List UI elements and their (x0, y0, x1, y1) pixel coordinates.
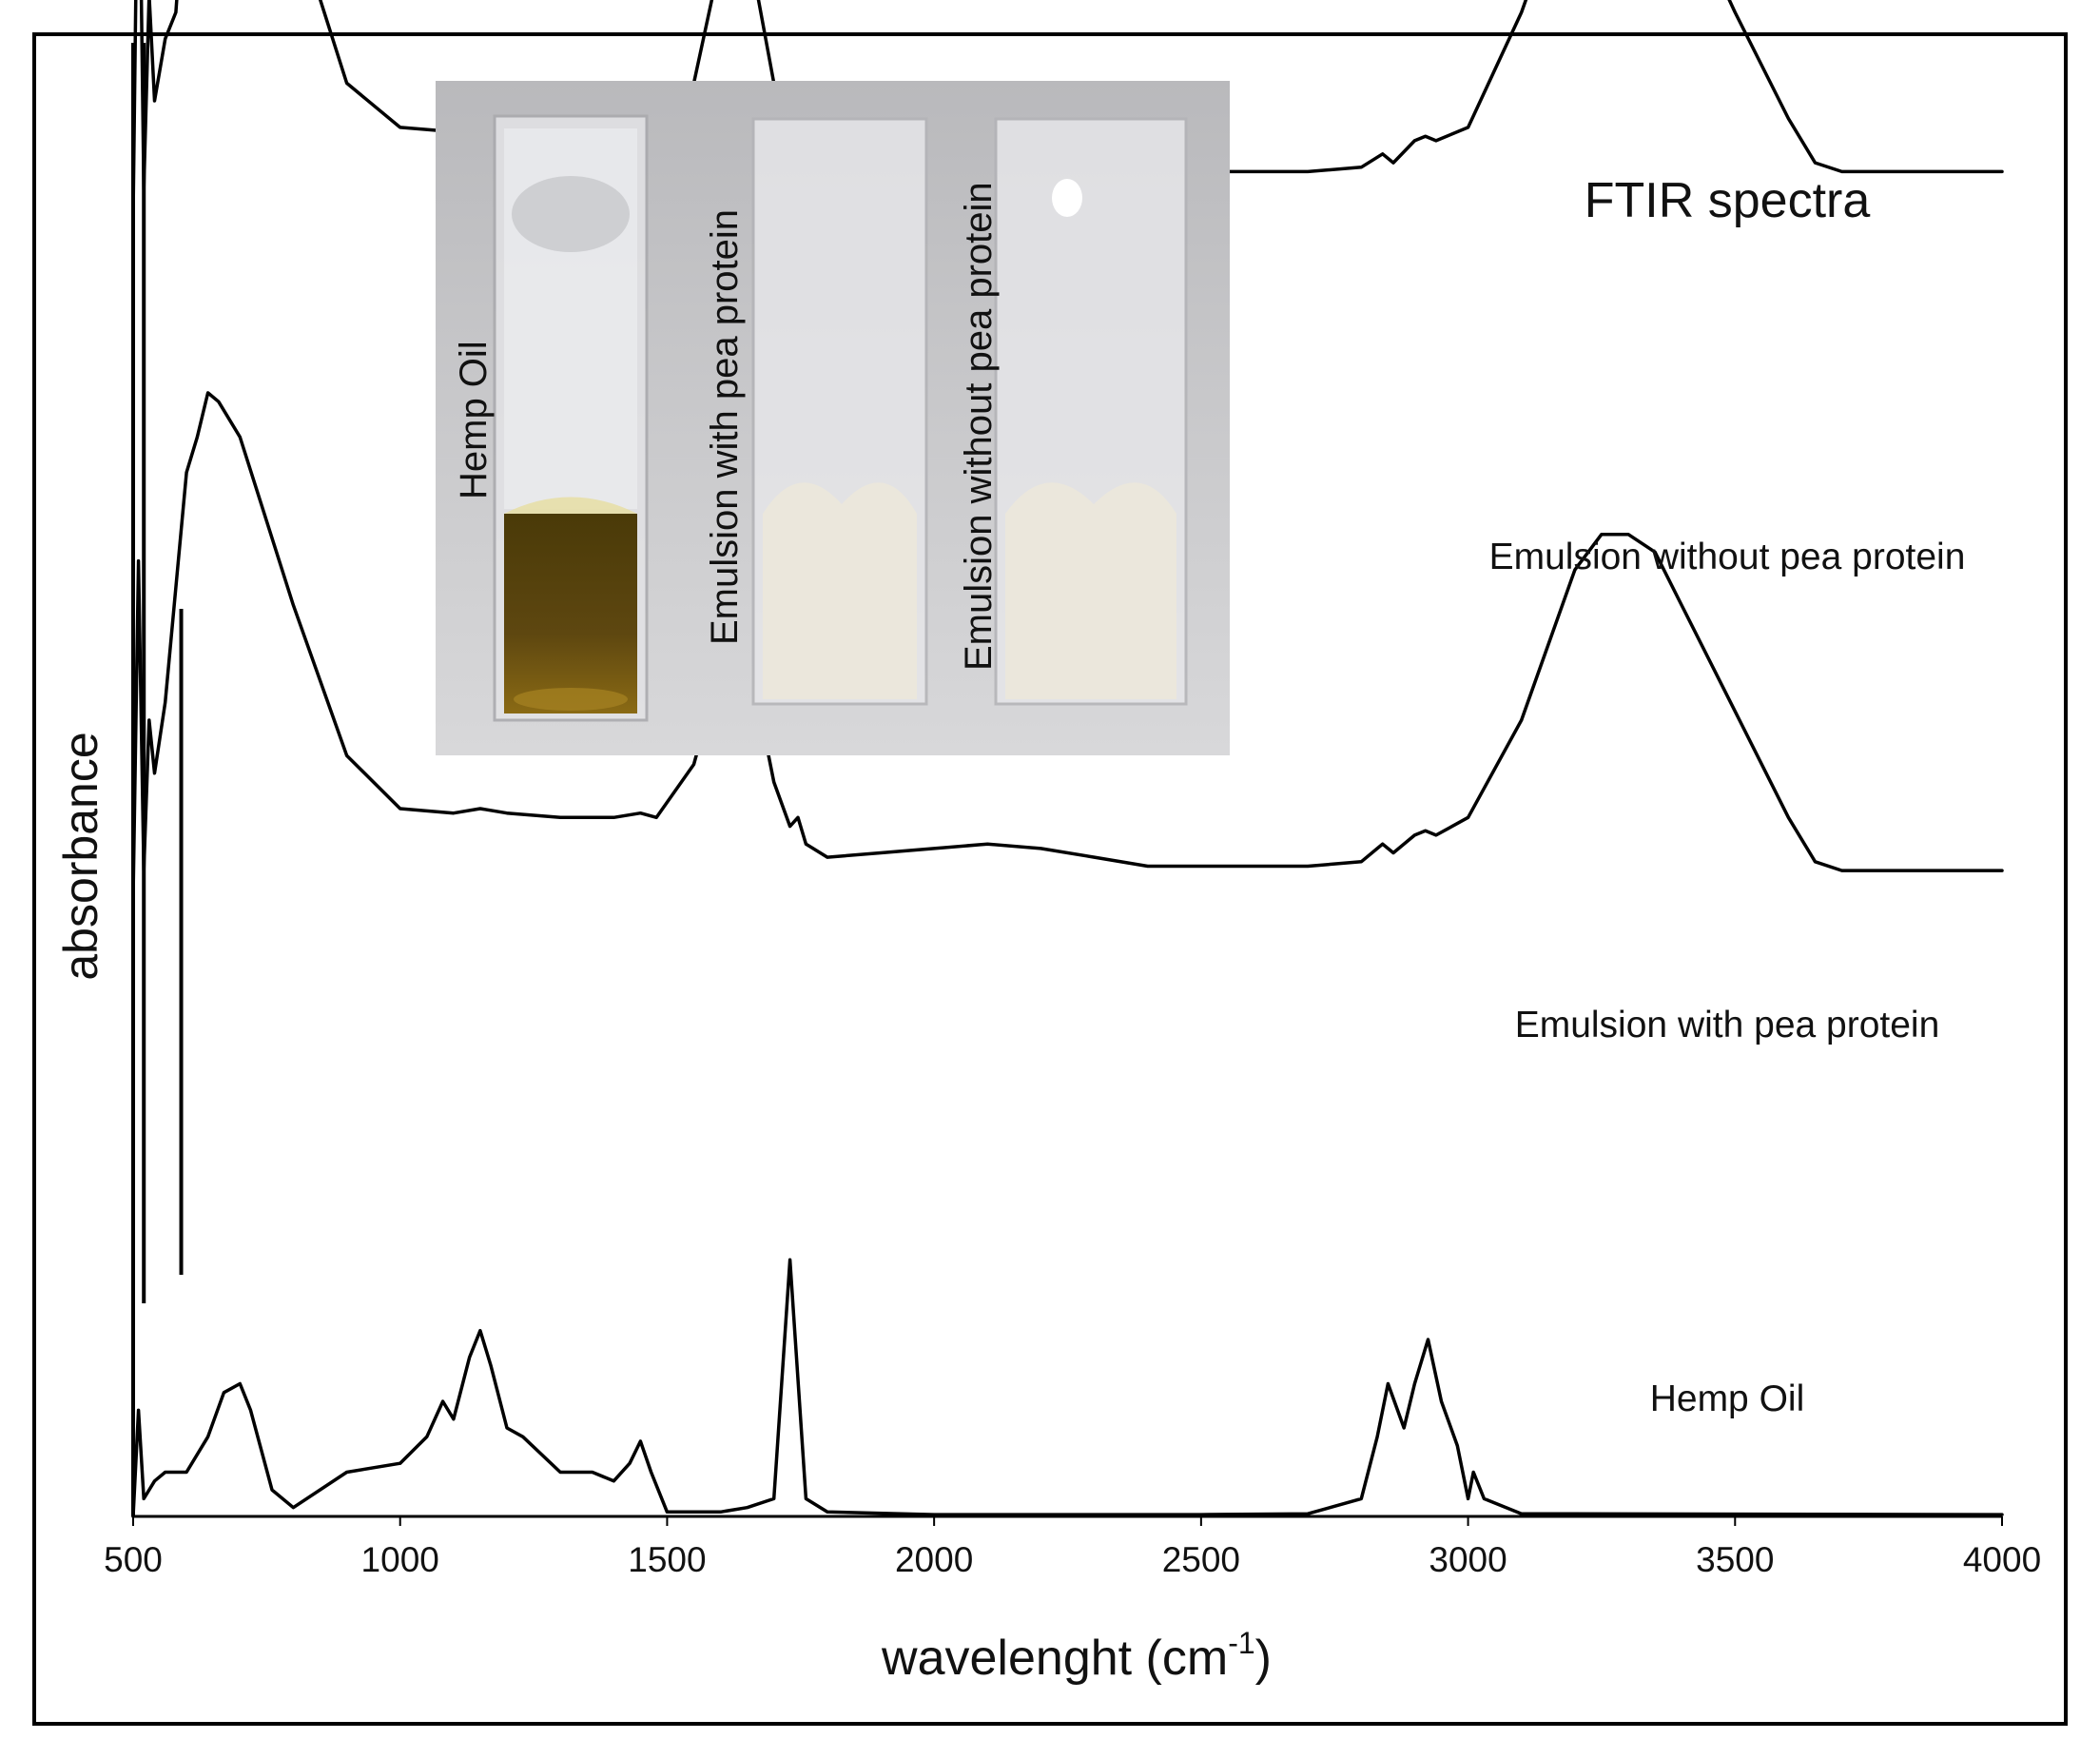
cuvette-emulsion-with-pea-protein (751, 117, 928, 706)
x-axis-label-superscript: -1 (1228, 1626, 1254, 1660)
x-tick-label: 2500 (1162, 1540, 1240, 1579)
cuvette-emulsion-without-pea-protein (994, 117, 1188, 706)
x-tick-label: 3000 (1429, 1540, 1507, 1579)
series-label-emulsion-with-pea-protein: Emulsion with pea protein (1515, 1005, 1940, 1046)
series-line-emulsion-with-pea-protein (131, 391, 2004, 899)
x-tick-label: 1000 (361, 1540, 439, 1579)
inset-label-emulsion-without-pea-protein: Emulsion without pea protein (958, 182, 1000, 671)
inset-label-hemp-oil: Hemp Oil (453, 341, 495, 499)
x-tick-label: 3500 (1696, 1540, 1774, 1579)
y-axis-label: absorbance (54, 732, 107, 980)
chart-title: FTIR spectra (1585, 173, 1871, 228)
x-axis-label-close: ) (1255, 1631, 1272, 1686)
inset-label-emulsion-with-pea-protein: Emulsion with pea protein (704, 209, 746, 645)
series-label-emulsion-without-pea-protein: Emulsion without pea protein (1489, 537, 1966, 577)
cuvette-hemp-oil (493, 114, 649, 722)
x-tick-label: 2000 (895, 1540, 973, 1579)
inset-photo: Hemp Oil Emulsion with pea protein Emuls… (436, 81, 1230, 755)
x-tick-label: 1500 (628, 1540, 706, 1579)
x-tick-label: 4000 (1963, 1540, 2041, 1579)
series-label-hemp-oil: Hemp Oil (1650, 1378, 1805, 1419)
series-line-hemp-oil (131, 1258, 2004, 1518)
x-axis-label: wavelenght (cm-1) (881, 1626, 1272, 1686)
x-tick-label: 500 (104, 1540, 163, 1579)
x-axis-label-main: wavelenght (cm (881, 1631, 1228, 1686)
